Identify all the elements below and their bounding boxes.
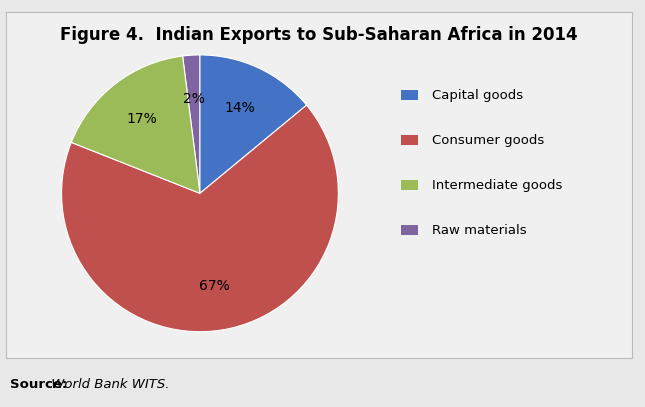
Text: 14%: 14%	[224, 101, 255, 115]
Text: Intermediate goods: Intermediate goods	[432, 179, 562, 192]
Text: Capital goods: Capital goods	[432, 89, 523, 102]
Bar	[401, 225, 417, 235]
Text: Consumer goods: Consumer goods	[432, 134, 544, 147]
Wedge shape	[200, 55, 306, 193]
Bar	[401, 90, 417, 101]
Wedge shape	[183, 55, 200, 193]
Text: 2%: 2%	[183, 92, 205, 106]
Bar	[401, 135, 417, 145]
Text: 17%: 17%	[127, 112, 157, 126]
Text: 67%: 67%	[199, 279, 230, 293]
Text: Figure 4.  Indian Exports to Sub-Saharan Africa in 2014: Figure 4. Indian Exports to Sub-Saharan …	[61, 26, 578, 44]
Text: Raw materials: Raw materials	[432, 224, 526, 236]
Wedge shape	[61, 105, 339, 332]
Text: World Bank WITS.: World Bank WITS.	[47, 378, 170, 391]
Wedge shape	[72, 56, 200, 193]
Text: Source:: Source:	[10, 378, 67, 391]
Bar	[401, 180, 417, 190]
